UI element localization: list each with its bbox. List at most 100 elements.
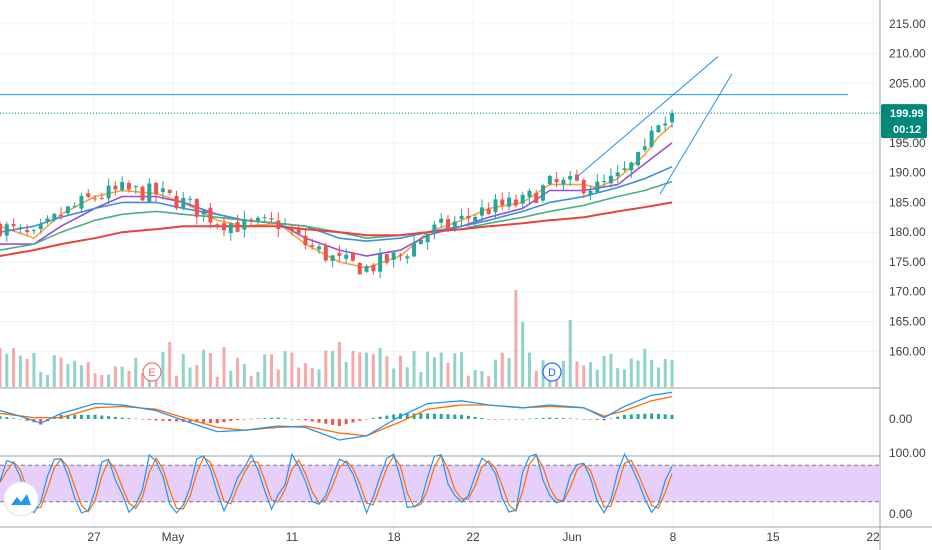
volume-bar xyxy=(534,370,538,387)
volume-bar xyxy=(480,371,484,387)
macd-histogram-bar xyxy=(378,416,382,419)
candle-body xyxy=(357,263,362,275)
volume-bar xyxy=(392,368,396,387)
candle-body xyxy=(527,190,532,198)
candle-body xyxy=(45,218,50,222)
volume-bar xyxy=(609,353,613,387)
candle-body xyxy=(595,181,600,193)
stochastic-d-line xyxy=(0,454,673,513)
candle-body xyxy=(486,208,491,214)
candle-body xyxy=(188,198,193,200)
tradingview-logo-icon[interactable] xyxy=(3,481,39,517)
candle-body xyxy=(330,255,335,261)
macd-histogram-bar xyxy=(371,417,375,419)
moving-average-line xyxy=(0,142,673,257)
macd-histogram-bar xyxy=(351,419,355,423)
stochastic-0-label: 0.00 xyxy=(889,507,913,521)
volume-bar xyxy=(419,372,423,387)
volume-bar xyxy=(337,342,341,387)
candle-body xyxy=(337,252,342,256)
macd-histogram-bar xyxy=(202,419,206,423)
macd-histogram-bar xyxy=(290,419,294,420)
candle-body xyxy=(59,215,64,217)
volume-bar xyxy=(629,358,633,387)
volume-bar xyxy=(446,362,450,387)
candle-body xyxy=(106,185,111,199)
volume-bar xyxy=(215,376,219,387)
macd-histogram-bar xyxy=(589,419,593,420)
macd-histogram-bar xyxy=(622,414,626,419)
macd-histogram-bar xyxy=(52,418,56,419)
candle-body xyxy=(154,182,159,195)
dividend-marker[interactable]: D xyxy=(542,362,562,382)
macd-pane xyxy=(0,391,674,441)
macd-histogram-bar xyxy=(154,419,158,421)
macd-histogram-bar xyxy=(656,413,660,419)
candle-body xyxy=(500,199,505,206)
volume-bar xyxy=(561,360,565,387)
stochastic-k-line xyxy=(0,452,673,515)
volume-bar xyxy=(32,352,36,387)
event-circle xyxy=(542,362,562,382)
volume-bar xyxy=(107,374,111,387)
volume-bar xyxy=(650,359,654,387)
macd-histogram-bar xyxy=(324,419,328,424)
volume-bar xyxy=(5,353,9,387)
price-tick-label: 180.00 xyxy=(889,225,926,239)
macd-histogram-bar xyxy=(174,419,178,422)
candle-body xyxy=(215,224,220,226)
macd-histogram-bar xyxy=(344,419,348,425)
macd-histogram-bar xyxy=(555,417,559,419)
macd-zero-label: 0.00 xyxy=(889,412,913,426)
macd-histogram-bar xyxy=(86,414,90,419)
macd-histogram-bar xyxy=(419,413,423,419)
candle-body xyxy=(65,206,70,214)
candle-body xyxy=(147,183,152,203)
macd-histogram-bar xyxy=(507,419,511,420)
macd-histogram-bar xyxy=(236,419,240,421)
volume-bar xyxy=(46,375,50,387)
candle-body xyxy=(79,195,84,209)
volume-bar xyxy=(670,359,674,387)
candle-body xyxy=(296,228,301,234)
volume-bar xyxy=(656,367,660,387)
candle-body xyxy=(608,175,613,184)
logo-mark xyxy=(11,494,31,505)
price-tick-label: 210.00 xyxy=(889,47,926,61)
candle-body xyxy=(222,223,226,231)
candle-body xyxy=(405,256,410,259)
macd-histogram-bar xyxy=(514,419,518,420)
volume-bar xyxy=(100,375,104,387)
drawing-tools[interactable] xyxy=(0,56,880,195)
macd-line xyxy=(0,391,673,441)
earnings-marker[interactable]: E xyxy=(142,362,162,382)
candle-body xyxy=(541,185,546,201)
macd-histogram-bar xyxy=(0,416,2,419)
candle-body xyxy=(167,189,172,193)
macd-histogram-bar xyxy=(12,418,16,419)
candlesticks xyxy=(0,109,674,279)
macd-histogram-bar xyxy=(365,419,369,420)
volume-bar xyxy=(507,358,511,387)
candle-body xyxy=(31,230,36,232)
macd-histogram-bar xyxy=(141,419,145,420)
macd-histogram-bar xyxy=(66,414,70,419)
macd-histogram-bar xyxy=(568,418,572,419)
candle-body xyxy=(38,224,43,229)
volume-bar xyxy=(127,370,131,387)
candle-body xyxy=(303,235,308,246)
macd-histogram-bar xyxy=(100,415,104,419)
tradingview-logo[interactable] xyxy=(3,481,39,517)
macd-histogram-bar xyxy=(500,419,504,420)
volume-bar xyxy=(371,354,375,387)
macd-histogram-bar xyxy=(548,417,552,419)
price-tick-label: 160.00 xyxy=(889,344,926,358)
candle-body xyxy=(235,222,240,232)
volume-bar xyxy=(297,367,301,387)
candle-body xyxy=(72,206,77,208)
volume-bar xyxy=(412,351,416,387)
candle-body xyxy=(378,253,383,272)
macd-histogram-bar xyxy=(297,419,301,420)
